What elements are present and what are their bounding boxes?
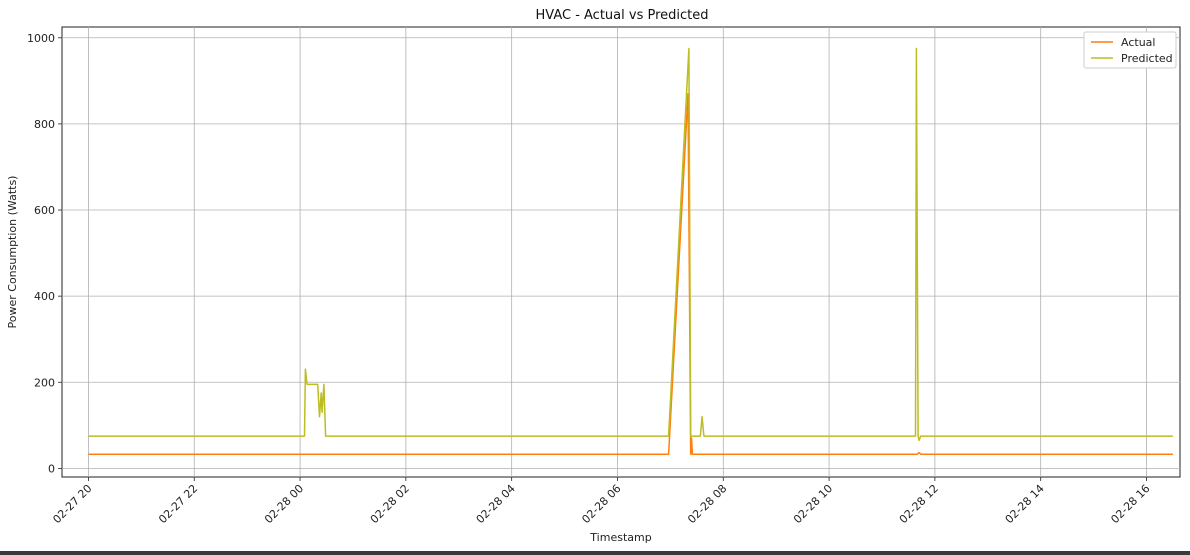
grid-lines	[62, 27, 1180, 477]
x-tick-label: 02-28 00	[262, 482, 306, 526]
series-line-actual	[88, 92, 1173, 455]
x-tick-label: 02-27 20	[50, 482, 94, 526]
x-tick-label: 02-28 16	[1108, 482, 1152, 526]
x-axis-label: Timestamp	[589, 531, 651, 544]
x-tick-label: 02-28 14	[1003, 482, 1047, 526]
legend: Actual Predicted	[1083, 31, 1177, 69]
x-tick-label: 02-28 06	[579, 482, 623, 526]
series-line-predicted	[88, 47, 1173, 442]
y-axis-ticks: 0 200 400 600 800 1000	[27, 32, 62, 475]
window-bottom-strip	[0, 551, 1190, 555]
x-tick-label: 02-28 10	[791, 482, 835, 526]
legend-entry-actual: Actual	[1121, 36, 1155, 49]
x-tick-label: 02-28 12	[897, 482, 941, 526]
y-tick-label: 1000	[27, 32, 55, 45]
y-tick-label: 200	[34, 376, 55, 389]
y-tick-label: 600	[34, 204, 55, 217]
plot-area	[61, 26, 1181, 478]
x-axis-ticks: 02-27 20 02-27 22 02-28 00 02-28 02 02-28 04…	[50, 477, 1153, 526]
y-tick-label: 800	[34, 118, 55, 131]
x-tick-label: 02-27 22	[156, 482, 200, 526]
y-axis-label: Power Consumption (Watts)	[6, 176, 19, 329]
x-tick-label: 02-28 02	[368, 482, 412, 526]
chart-title: HVAC - Actual vs Predicted	[535, 8, 708, 23]
legend-box	[1083, 31, 1177, 69]
legend-entry-predicted: Predicted	[1121, 52, 1173, 65]
x-tick-label: 02-28 04	[474, 482, 518, 526]
series-layer	[88, 47, 1173, 455]
x-tick-label: 02-28 08	[685, 482, 729, 526]
y-tick-label: 0	[48, 462, 55, 475]
y-tick-label: 400	[34, 290, 55, 303]
